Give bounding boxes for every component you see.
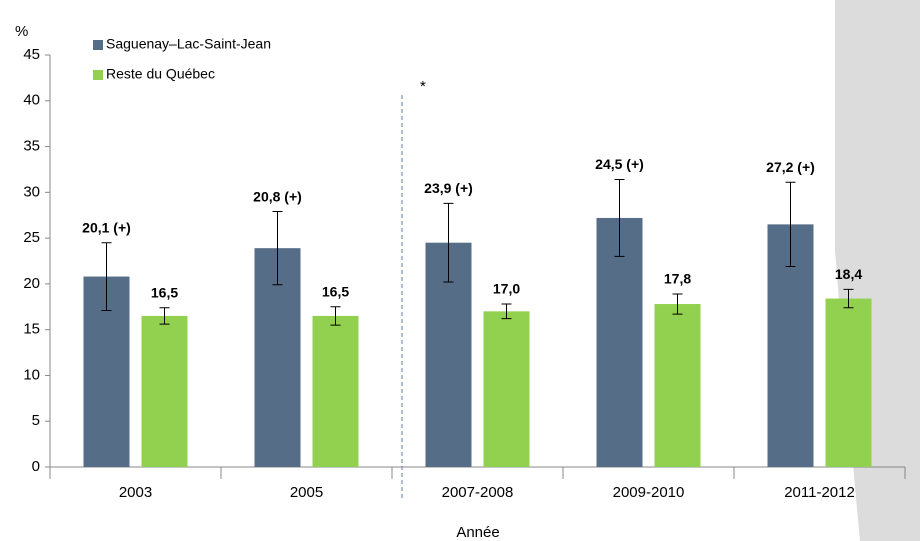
bar — [654, 304, 701, 467]
error-bar — [843, 288, 854, 309]
x-tick-label: 2007-2008 — [442, 484, 514, 501]
y-tick-label: 40 — [23, 92, 40, 109]
error-bar — [272, 211, 283, 286]
data-label: 27,2 (+) — [766, 159, 815, 175]
data-label: 17,0 — [493, 281, 520, 297]
error-bar — [501, 303, 512, 320]
legend-label: Reste du Québec — [106, 66, 215, 82]
data-label: 20,8 (+) — [253, 188, 302, 204]
error-bar — [443, 202, 454, 283]
y-tick-label: 15 — [23, 321, 40, 338]
data-label: 23,9 (+) — [424, 180, 473, 196]
data-label: 16,5 — [322, 283, 349, 299]
y-tick-label: 5 — [32, 412, 40, 429]
error-bar — [330, 306, 341, 326]
y-axis-title: % — [15, 23, 28, 40]
x-tick-label: 2009-2010 — [613, 484, 685, 501]
x-tick-label: 2005 — [290, 484, 323, 501]
x-tick-label: 2003 — [119, 484, 152, 501]
bar — [825, 298, 872, 467]
y-tick-label: 0 — [32, 458, 40, 475]
y-tick-label: 20 — [23, 275, 40, 292]
data-label: 18,4 — [835, 266, 862, 282]
data-label: 16,5 — [151, 284, 178, 300]
x-tick-label: 2011-2012 — [784, 484, 855, 501]
y-tick-label: 10 — [23, 366, 40, 383]
error-bar — [672, 293, 683, 315]
error-bar — [614, 179, 625, 257]
error-bar — [159, 307, 170, 325]
data-label: 24,5 (+) — [595, 156, 644, 172]
bar — [312, 315, 359, 467]
y-tick-label: 35 — [23, 138, 40, 155]
bar — [483, 311, 530, 467]
x-axis-title: Année — [456, 524, 499, 541]
y-tick-label: 45 — [23, 46, 40, 63]
legend-label: Saguenay–Lac-Saint-Jean — [106, 36, 271, 52]
data-label: 17,8 — [664, 271, 691, 287]
bar — [596, 217, 643, 467]
error-bar — [785, 181, 796, 267]
error-bar — [101, 242, 112, 311]
legend-swatch — [93, 40, 103, 50]
y-tick-label: 25 — [23, 229, 40, 246]
bar — [141, 315, 188, 467]
y-tick-label: 30 — [23, 183, 40, 200]
data-label: 20,1 (+) — [82, 219, 131, 235]
annotation: * — [420, 78, 426, 95]
legend-swatch — [93, 70, 103, 80]
